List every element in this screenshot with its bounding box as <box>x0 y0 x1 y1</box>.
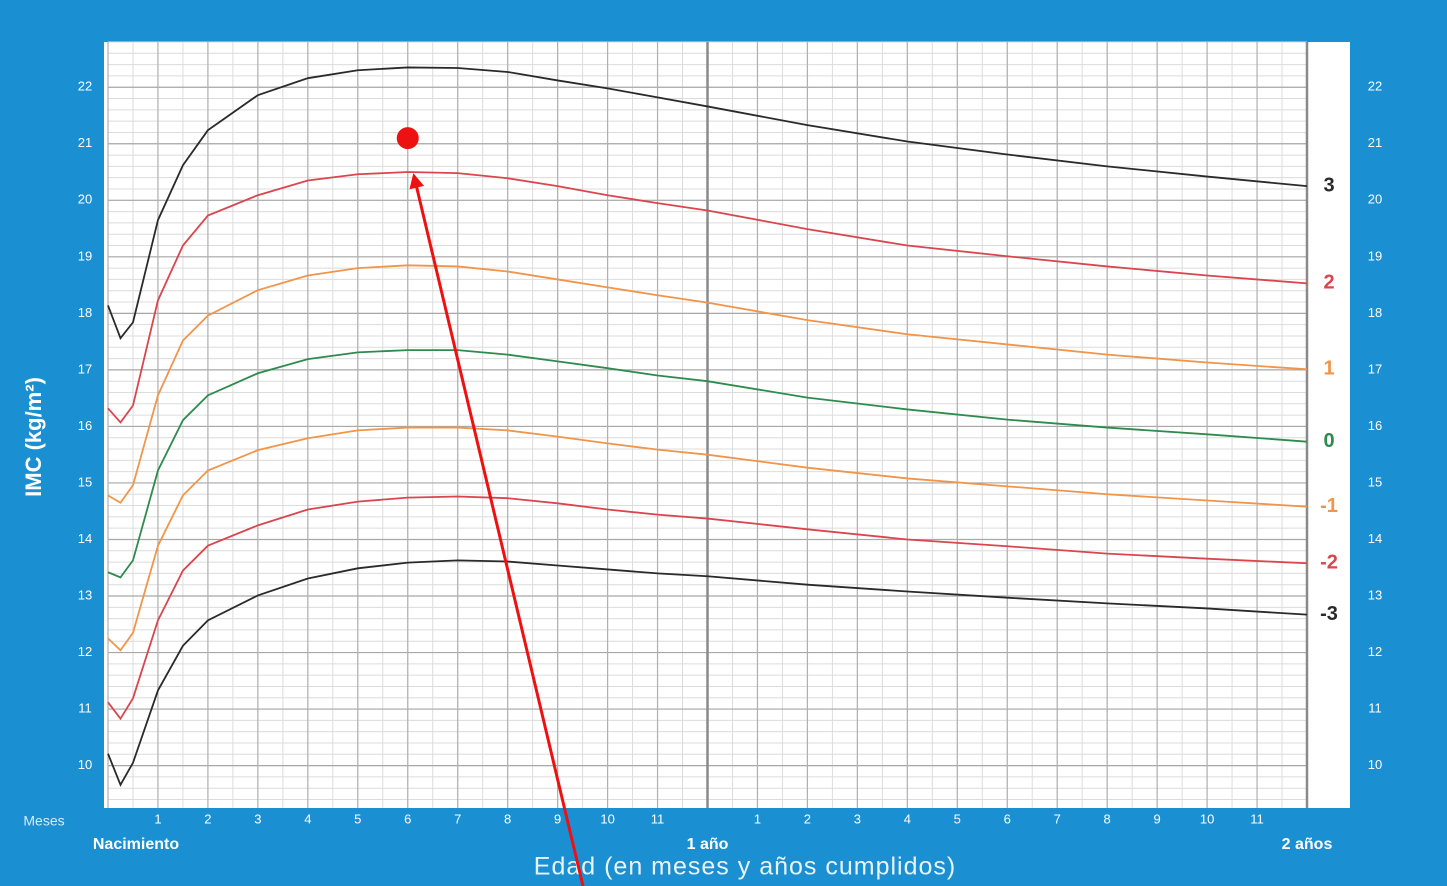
x-axis-label: Edad (en meses y años cumplidos) <box>534 853 956 881</box>
x-tick-label: 6 <box>1004 811 1011 826</box>
x-tick-label: 3 <box>254 811 261 826</box>
x-tick-label: 10 <box>1200 811 1214 826</box>
series-label: -1 <box>1320 495 1338 517</box>
y-tick-label: 18 <box>78 305 92 320</box>
x-tick-label: 11 <box>1250 811 1264 826</box>
x-tick-label: 5 <box>954 811 961 826</box>
x-tick-label: 1 <box>154 811 161 826</box>
arrow <box>409 173 585 886</box>
x-tick-label: 9 <box>554 811 561 826</box>
series-label: 0 <box>1323 430 1334 452</box>
y-tick-label-right: 15 <box>1368 474 1382 489</box>
y-tick-label: 16 <box>78 418 92 433</box>
series-label: 2 <box>1323 272 1334 294</box>
x-tick-label: 2 años <box>1282 836 1333 853</box>
x-tick-label: 8 <box>1104 811 1111 826</box>
x-tick-label: 2 <box>804 811 811 826</box>
series-line <box>107 426 1308 652</box>
plot-background <box>104 42 1350 808</box>
lines <box>107 66 1308 787</box>
x-tick-label: 1 <box>754 811 761 826</box>
y-tick-label: 22 <box>78 79 92 94</box>
x-tick-label: 1 año <box>687 836 729 853</box>
x-tick-label: 5 <box>354 811 361 826</box>
series-label: 3 <box>1323 174 1334 196</box>
y-tick-label: 13 <box>78 587 92 602</box>
x-tick-label: 3 <box>854 811 861 826</box>
y-tick-label: 20 <box>78 192 92 207</box>
series-label: -2 <box>1320 552 1338 574</box>
grid <box>107 41 1309 808</box>
x-tick-label: 8 <box>504 811 511 826</box>
x-tick-label: 6 <box>404 811 411 826</box>
series-label: -3 <box>1320 603 1338 625</box>
y-tick-label-right: 13 <box>1368 587 1382 602</box>
x-tick-label: 10 <box>600 811 614 826</box>
y-tick-label-right: 20 <box>1368 192 1382 207</box>
y-tick-label: 19 <box>78 248 92 263</box>
x-tick-label: Nacimiento <box>93 836 179 853</box>
y-tick-label-right: 10 <box>1368 757 1382 772</box>
y-tick-label: 11 <box>78 701 92 716</box>
series-line <box>107 349 1308 579</box>
x-unit-label: Meses <box>23 813 64 829</box>
y-tick-label: 14 <box>78 531 92 546</box>
y-axis-label: IMC (kg/m²) <box>21 377 46 497</box>
series-line <box>107 559 1308 787</box>
y-tick-label: 10 <box>78 757 92 772</box>
x-tick-label: 9 <box>1154 811 1161 826</box>
marked-point <box>396 127 419 150</box>
y-tick-label-right: 16 <box>1368 418 1382 433</box>
y-tick-label: 12 <box>78 644 92 659</box>
y-tick-label-right: 22 <box>1368 79 1382 94</box>
x-tick-label: 4 <box>304 811 311 826</box>
y-tick-label-right: 14 <box>1368 531 1382 546</box>
x-tick-label: 7 <box>1054 811 1061 826</box>
series-line <box>107 264 1308 504</box>
series-line <box>107 495 1308 721</box>
series-line <box>107 171 1308 424</box>
y-tick-label-right: 12 <box>1368 644 1382 659</box>
y-tick-label-right: 11 <box>1368 701 1382 716</box>
y-tick-label: 15 <box>78 474 92 489</box>
x-tick-label: 7 <box>454 811 461 826</box>
y-tick-label: 17 <box>78 361 92 376</box>
y-tick-label-right: 21 <box>1368 135 1382 150</box>
series-line <box>107 66 1308 341</box>
y-tick-label-right: 18 <box>1368 305 1382 320</box>
series-label: 1 <box>1323 358 1334 380</box>
x-tick-label: 2 <box>204 811 211 826</box>
y-tick-label: 21 <box>78 135 92 150</box>
x-tick-label: 4 <box>904 811 911 826</box>
y-tick-label-right: 19 <box>1368 248 1382 263</box>
y-tick-label-right: 17 <box>1368 361 1382 376</box>
x-tick-label: 11 <box>651 811 665 826</box>
